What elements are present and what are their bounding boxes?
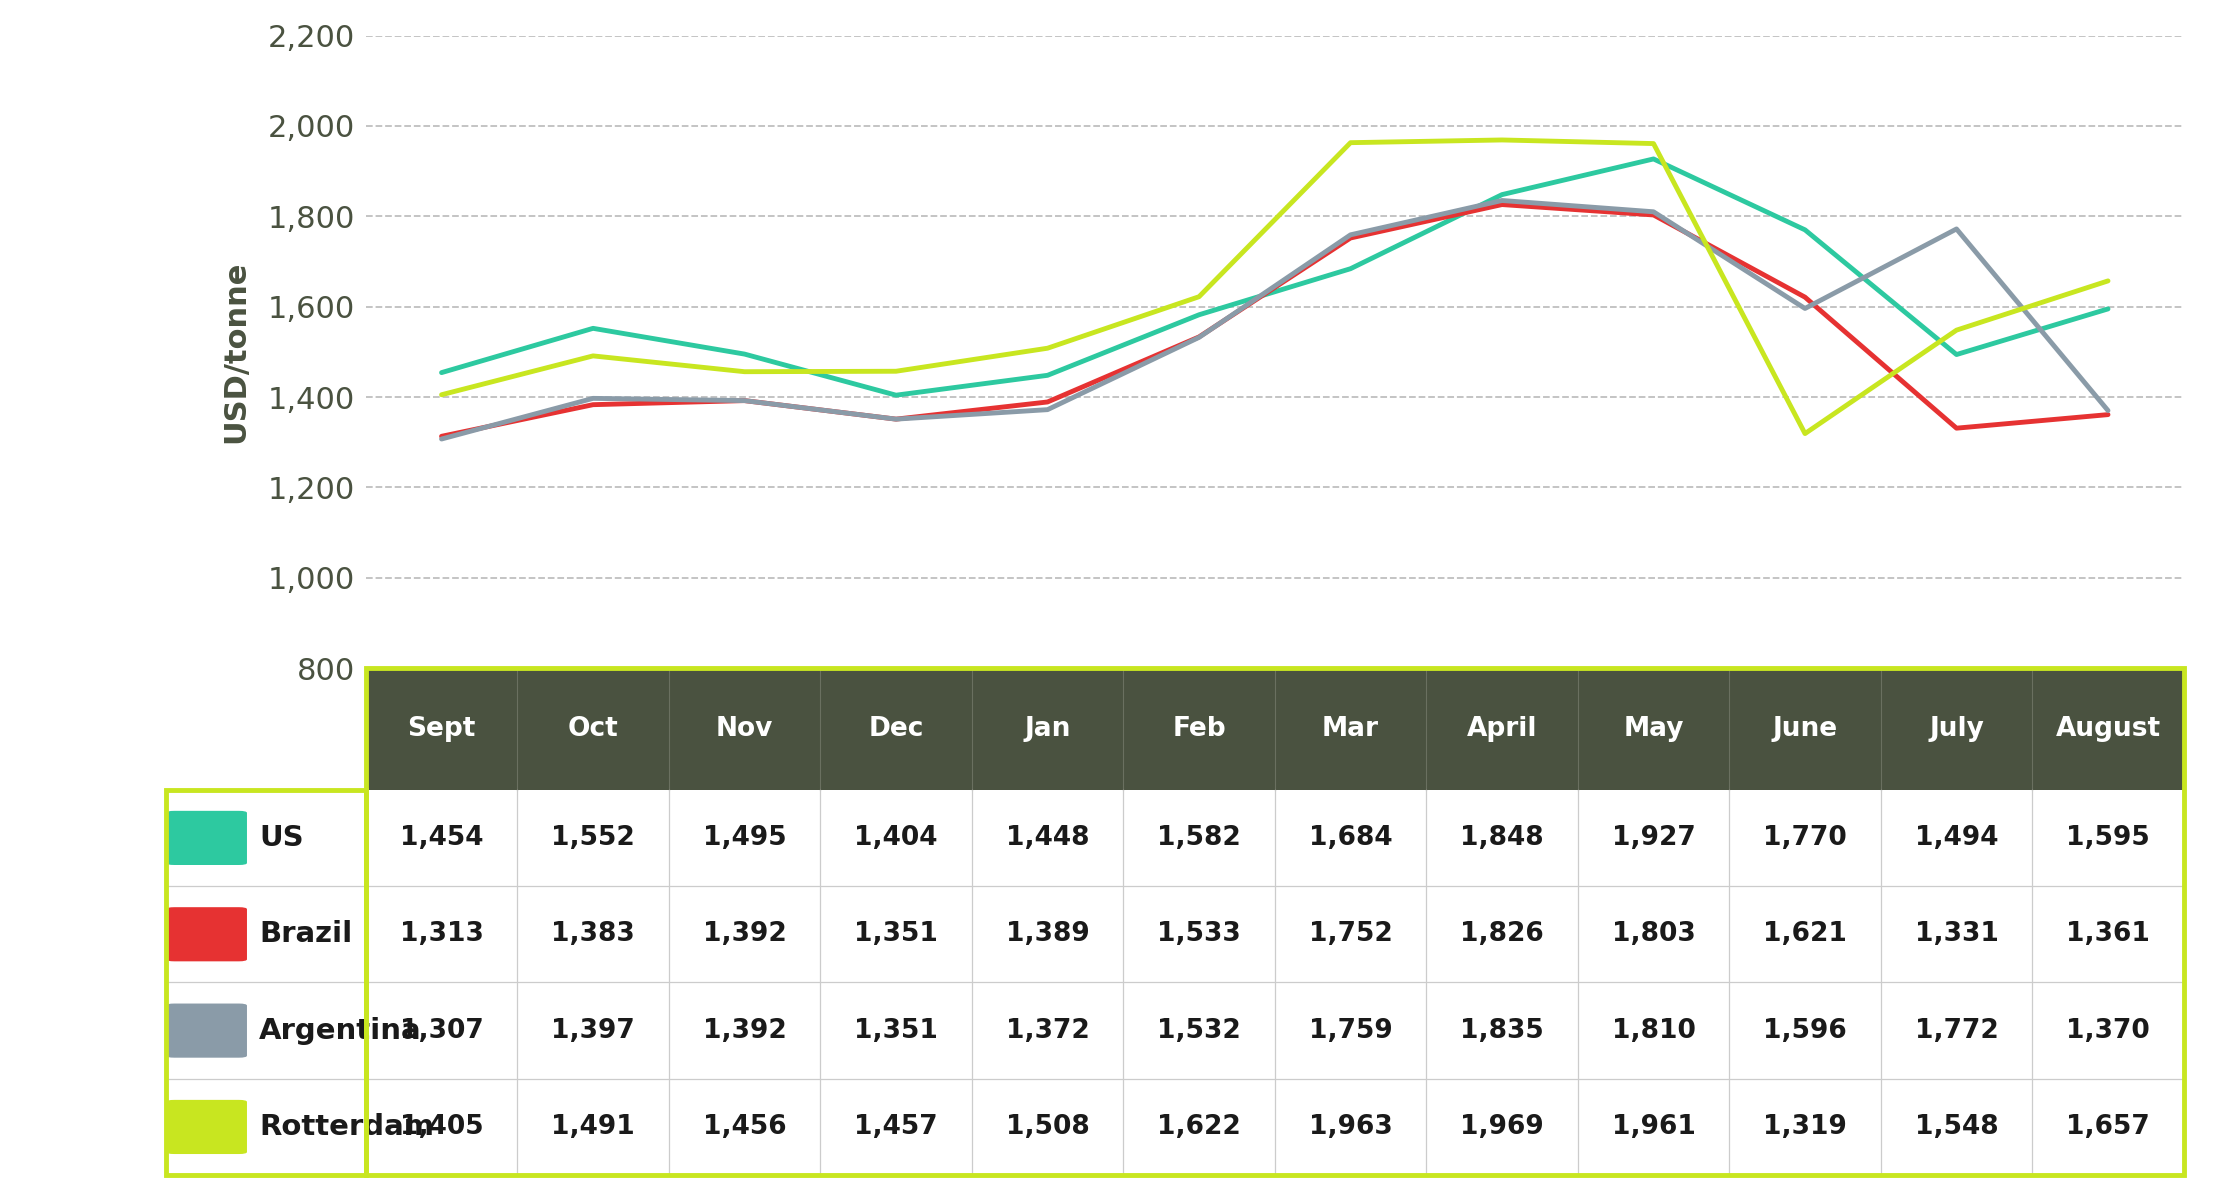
Text: July: July <box>1929 716 1984 742</box>
Text: 1,383: 1,383 <box>552 921 634 947</box>
Text: 1,404: 1,404 <box>854 825 938 851</box>
Text: US: US <box>259 824 304 852</box>
Text: 1,752: 1,752 <box>1308 921 1392 947</box>
Text: 1,508: 1,508 <box>1007 1113 1089 1140</box>
Text: 1,621: 1,621 <box>1763 921 1847 947</box>
Bar <box>366 789 2184 886</box>
Text: 1,331: 1,331 <box>1915 921 1998 947</box>
Text: 1,494: 1,494 <box>1915 825 1998 851</box>
Bar <box>366 1079 2184 1175</box>
Text: 1,759: 1,759 <box>1308 1017 1392 1043</box>
FancyBboxPatch shape <box>166 1003 246 1058</box>
Text: 1,456: 1,456 <box>703 1113 787 1140</box>
FancyBboxPatch shape <box>166 811 246 865</box>
Text: 1,582: 1,582 <box>1157 825 1242 851</box>
Text: 1,397: 1,397 <box>552 1017 634 1043</box>
Text: Brazil: Brazil <box>259 920 353 948</box>
Text: 1,392: 1,392 <box>703 1017 787 1043</box>
Text: 1,457: 1,457 <box>854 1113 938 1140</box>
Text: 1,963: 1,963 <box>1308 1113 1392 1140</box>
Bar <box>166 983 366 1079</box>
FancyBboxPatch shape <box>166 907 246 961</box>
Bar <box>366 983 2184 1079</box>
Text: 1,454: 1,454 <box>399 825 483 851</box>
Text: Rotterdam: Rotterdam <box>259 1113 435 1141</box>
Text: 1,319: 1,319 <box>1763 1113 1847 1140</box>
Text: Dec: Dec <box>869 716 924 742</box>
Text: 1,405: 1,405 <box>399 1113 483 1140</box>
Text: 1,313: 1,313 <box>399 921 483 947</box>
Text: 1,491: 1,491 <box>552 1113 634 1140</box>
Text: 1,389: 1,389 <box>1007 921 1089 947</box>
Text: June: June <box>1771 716 1838 742</box>
Text: 1,596: 1,596 <box>1763 1017 1847 1043</box>
Bar <box>166 1079 366 1175</box>
Text: 1,657: 1,657 <box>2066 1113 2150 1140</box>
Text: May: May <box>1623 716 1683 742</box>
Text: 1,770: 1,770 <box>1763 825 1847 851</box>
Text: Nov: Nov <box>716 716 774 742</box>
Bar <box>166 789 366 886</box>
Text: 1,969: 1,969 <box>1461 1113 1543 1140</box>
Bar <box>166 886 366 983</box>
FancyBboxPatch shape <box>166 1100 246 1154</box>
Text: 1,927: 1,927 <box>1612 825 1696 851</box>
Bar <box>366 668 2184 789</box>
Text: 1,532: 1,532 <box>1157 1017 1242 1043</box>
Text: 1,684: 1,684 <box>1308 825 1392 851</box>
Text: 1,595: 1,595 <box>2066 825 2150 851</box>
Text: 1,372: 1,372 <box>1007 1017 1089 1043</box>
Text: April: April <box>1468 716 1536 742</box>
Text: 1,961: 1,961 <box>1612 1113 1696 1140</box>
Text: 1,622: 1,622 <box>1157 1113 1242 1140</box>
Text: 1,548: 1,548 <box>1915 1113 1998 1140</box>
Text: 1,848: 1,848 <box>1461 825 1543 851</box>
Text: Oct: Oct <box>568 716 619 742</box>
Text: 1,835: 1,835 <box>1461 1017 1543 1043</box>
Text: 1,552: 1,552 <box>552 825 634 851</box>
Text: Feb: Feb <box>1173 716 1226 742</box>
Text: August: August <box>2055 716 2162 742</box>
Y-axis label: USD/tonne: USD/tonne <box>222 261 251 443</box>
Text: 1,810: 1,810 <box>1612 1017 1696 1043</box>
Text: 1,351: 1,351 <box>854 921 938 947</box>
Bar <box>366 886 2184 983</box>
Bar <box>166 789 366 1175</box>
Text: 1,392: 1,392 <box>703 921 787 947</box>
Text: 1,361: 1,361 <box>2066 921 2150 947</box>
Text: Mar: Mar <box>1321 716 1379 742</box>
Text: 1,533: 1,533 <box>1157 921 1242 947</box>
Text: 1,803: 1,803 <box>1612 921 1696 947</box>
Text: 1,351: 1,351 <box>854 1017 938 1043</box>
Text: 1,495: 1,495 <box>703 825 787 851</box>
Text: 1,307: 1,307 <box>399 1017 483 1043</box>
Text: 1,772: 1,772 <box>1915 1017 1998 1043</box>
Text: 1,448: 1,448 <box>1007 825 1089 851</box>
Text: 1,370: 1,370 <box>2066 1017 2150 1043</box>
Text: Argentina: Argentina <box>259 1016 421 1045</box>
Text: Jan: Jan <box>1024 716 1071 742</box>
Text: Sept: Sept <box>408 716 477 742</box>
Text: 1,826: 1,826 <box>1461 921 1543 947</box>
